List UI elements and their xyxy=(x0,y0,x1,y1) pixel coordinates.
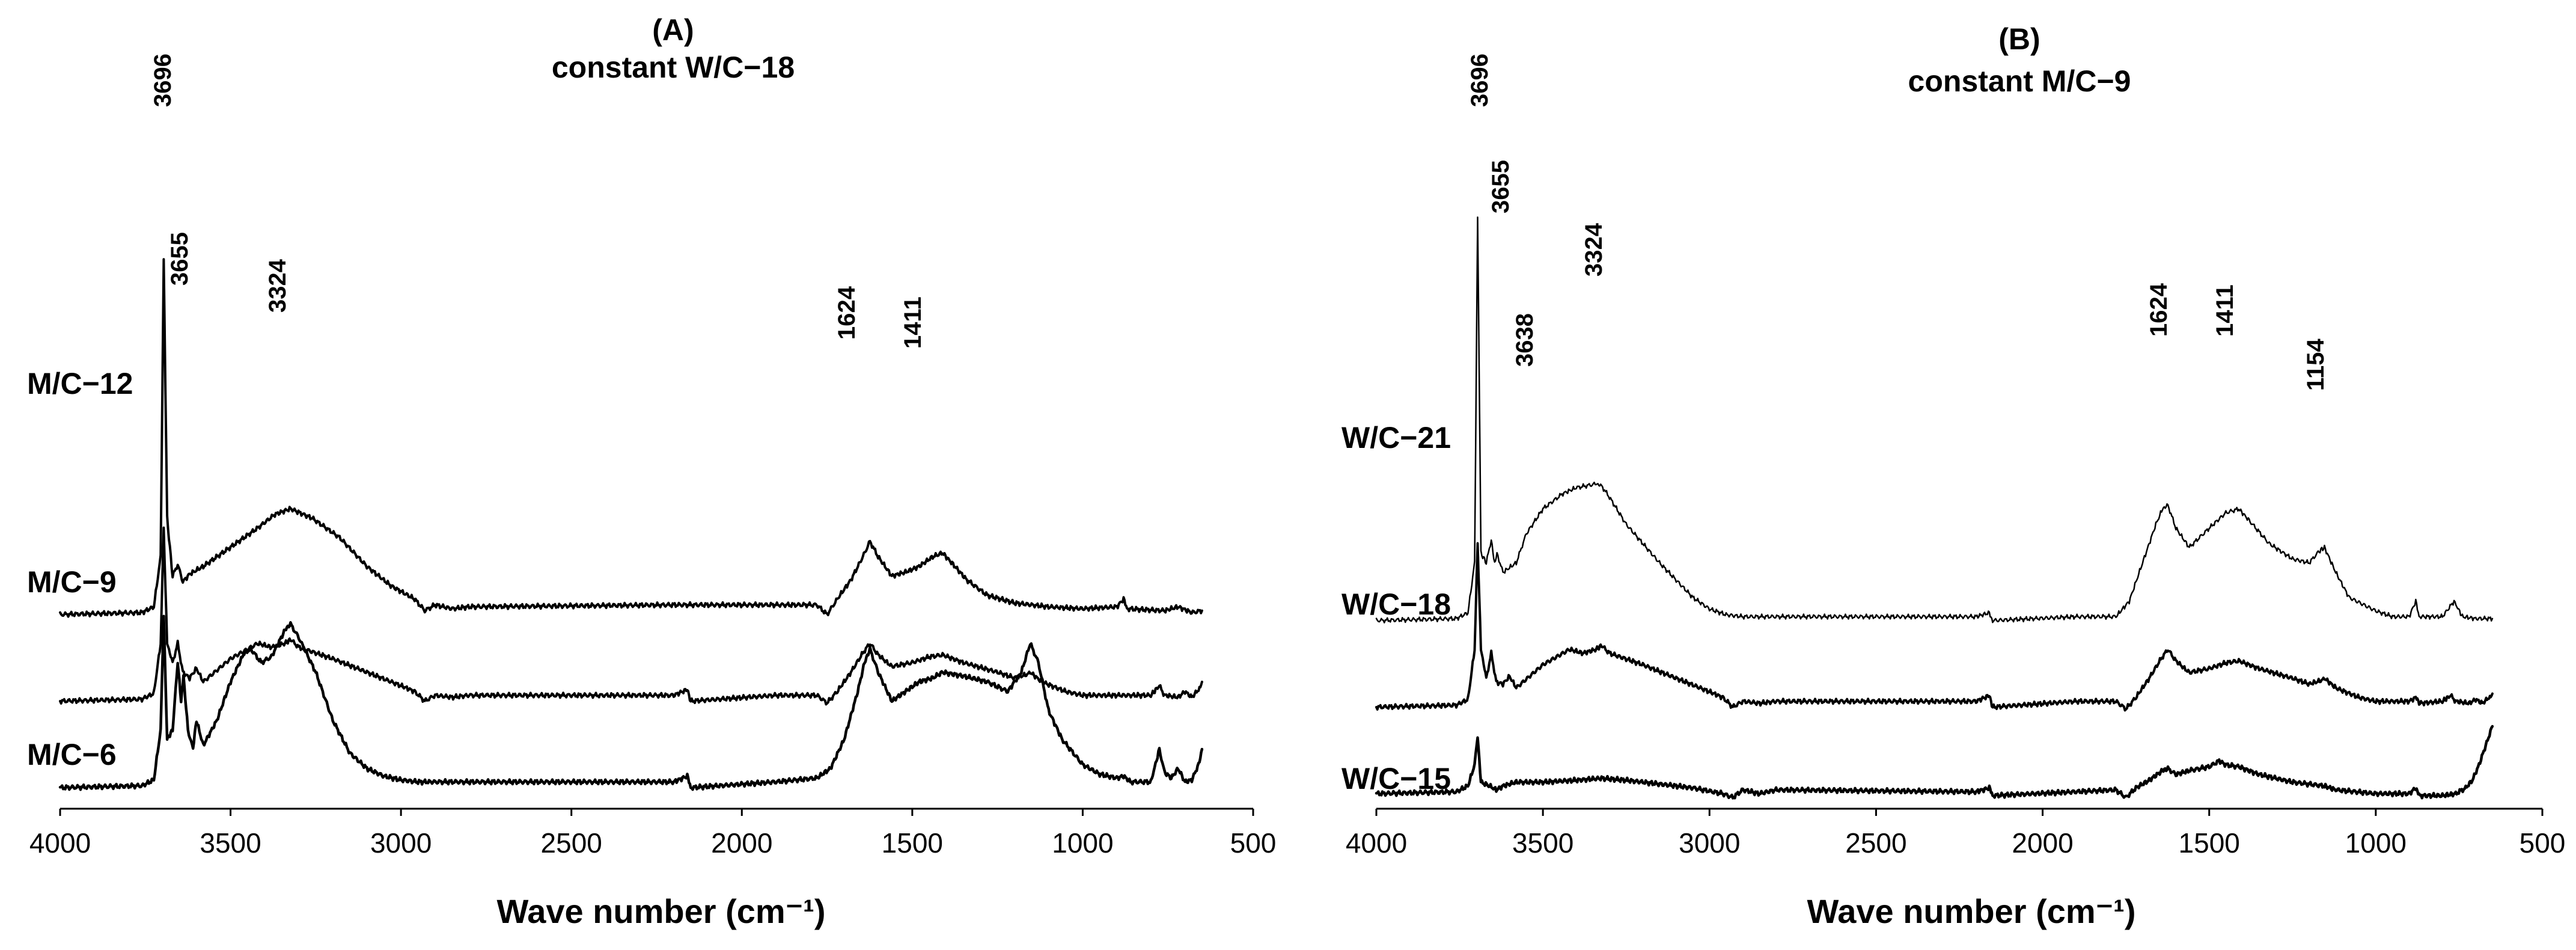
x-tick-label-a-1000: 1000 xyxy=(1052,827,1113,859)
panel-a-traces xyxy=(58,258,1204,791)
panel-b-letter: (B) xyxy=(1998,22,2040,56)
peak-label-a-1411: 1411 xyxy=(900,296,926,349)
x-tick-label-a-500: 500 xyxy=(1230,827,1277,859)
x-tick-label-b-1500: 1500 xyxy=(2179,827,2240,859)
peak-label-b-3324: 3324 xyxy=(1581,222,1607,277)
series-label-mc12: M/C−12 xyxy=(27,367,133,400)
x-tick-label-b-2000: 2000 xyxy=(2012,827,2073,859)
panel-a-x-axis-label: Wave number (cm⁻¹) xyxy=(496,892,825,930)
panel-a-title: constant W/C−18 xyxy=(552,51,795,84)
x-tick-label-a-3000: 3000 xyxy=(370,827,432,859)
series-label-wc18: W/C−18 xyxy=(1341,587,1451,621)
panel-b-x-axis-label: Wave number (cm⁻¹) xyxy=(1807,892,2135,930)
x-tick-label-b-1000: 1000 xyxy=(2345,827,2407,859)
series-line-wc15 xyxy=(1375,725,2494,800)
peak-label-a-1624: 1624 xyxy=(834,286,860,340)
x-tick-label-b-3500: 3500 xyxy=(1512,827,1573,859)
x-tick-label-b-4000: 4000 xyxy=(1346,827,1407,859)
series-line-mc9 xyxy=(59,526,1203,706)
series-label-mc9: M/C−9 xyxy=(27,565,117,599)
peak-label-a-3655: 3655 xyxy=(166,232,193,286)
panel-b-traces xyxy=(1375,216,2494,800)
panel-a-letter: (A) xyxy=(652,13,694,47)
peak-label-b-1624: 1624 xyxy=(2146,283,2172,337)
x-tick-label-a-1500: 1500 xyxy=(882,827,943,859)
series-line-mc6 xyxy=(58,614,1204,791)
panel-b: (B) constant M/C−9 4000 3500 3000 2500 2000 1… xyxy=(1341,22,2565,930)
panel-b-title: constant M/C−9 xyxy=(1908,64,2131,98)
x-tick-label-b-500: 500 xyxy=(2520,827,2566,859)
panel-b-ticks: 4000 3500 3000 2500 2000 1500 1000 500 xyxy=(1346,809,2566,859)
peak-label-b-3655: 3655 xyxy=(1488,160,1514,213)
x-tick-label-a-4000: 4000 xyxy=(29,827,91,859)
series-label-wc15: W/C−15 xyxy=(1341,762,1451,795)
series-line-wc21 xyxy=(1375,216,2494,624)
series-line-mc12 xyxy=(59,258,1203,618)
x-tick-label-a-2500: 2500 xyxy=(541,827,602,859)
panel-a-ticks: 4000 3500 3000 2500 2000 1500 1000 500 xyxy=(29,809,1277,859)
peak-label-a-3696: 3696 xyxy=(150,54,176,107)
series-label-mc6: M/C−6 xyxy=(27,738,117,771)
peak-label-b-1411: 1411 xyxy=(2212,284,2238,337)
panel-a: (A) constant W/C−18 4000 3500 3000 2500 2000… xyxy=(27,13,1276,930)
x-tick-label-b-3000: 3000 xyxy=(1679,827,1740,859)
peak-label-b-3696: 3696 xyxy=(1467,54,1493,107)
x-tick-label-a-3500: 3500 xyxy=(200,827,261,859)
series-line-wc18 xyxy=(1375,542,2494,712)
peak-label-b-1154: 1154 xyxy=(2303,338,2329,391)
series-label-wc21: W/C−21 xyxy=(1341,421,1451,455)
peak-label-a-3324: 3324 xyxy=(264,259,291,313)
x-tick-label-b-2500: 2500 xyxy=(1845,827,1906,859)
peak-label-b-3638: 3638 xyxy=(1512,313,1538,367)
x-tick-label-a-2000: 2000 xyxy=(711,827,772,859)
